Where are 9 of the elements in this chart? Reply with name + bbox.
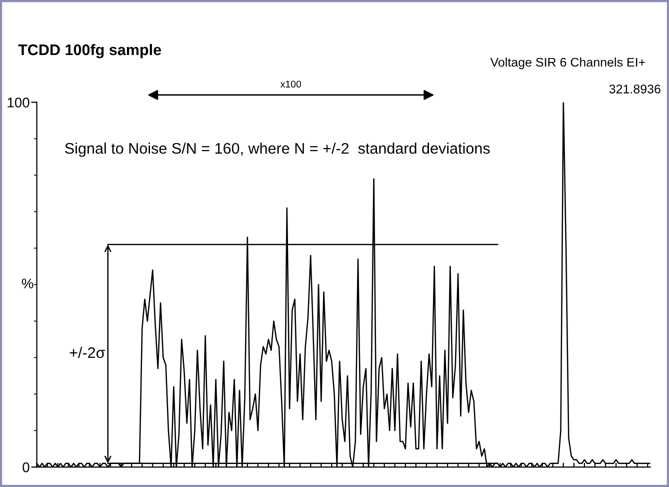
text: 321.8936 (609, 84, 660, 94)
y-tick-label: 100 (8, 98, 30, 108)
annotation: +/-2σ (70, 346, 106, 358)
chart-title: TCDD 100fg sample (18, 44, 162, 58)
annotation: Signal to Noise S/N = 160, where N = +/-2 standard deviations (65, 142, 490, 157)
y-axis-title: % (22, 278, 34, 288)
y-tick-label: 0 (22, 462, 30, 472)
text: Voltage SIR 6 Channels EI+ (490, 57, 645, 70)
text: x100 (280, 80, 302, 88)
